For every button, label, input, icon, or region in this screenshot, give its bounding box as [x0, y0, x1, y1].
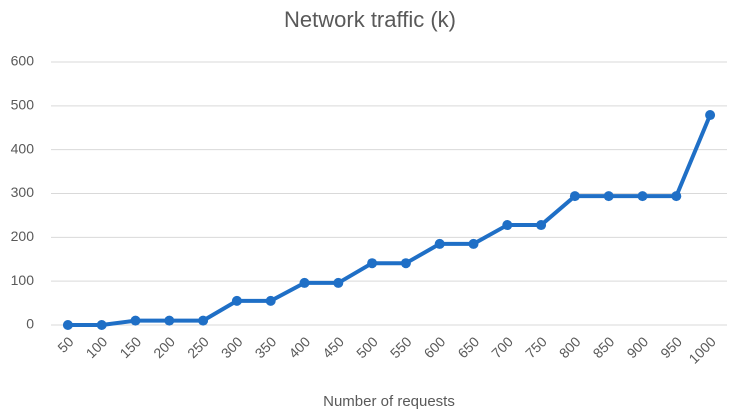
marker — [198, 315, 209, 326]
x-tick-label: 800 — [556, 333, 584, 361]
y-tick-label: 300 — [11, 184, 35, 200]
y-tick-label: 500 — [11, 97, 35, 113]
x-tick-label: 900 — [623, 333, 651, 361]
x-tick-label: 450 — [319, 333, 347, 361]
chart-title: Network traffic (k) — [284, 7, 456, 32]
marker — [164, 315, 175, 326]
marker — [502, 220, 513, 231]
y-tick-label: 600 — [11, 53, 35, 69]
marker — [637, 191, 648, 202]
marker — [603, 191, 614, 202]
marker — [400, 258, 411, 269]
x-tick-label: 550 — [387, 333, 415, 361]
marker — [671, 191, 682, 202]
y-tick-label: 200 — [11, 228, 35, 244]
x-tick-label: 350 — [252, 333, 280, 361]
marker — [569, 191, 580, 202]
marker — [96, 320, 107, 330]
x-tick-label: 750 — [522, 333, 550, 361]
marker — [231, 295, 242, 306]
marker — [705, 110, 716, 121]
y-tick-label: 400 — [11, 140, 35, 156]
x-tick-label: 150 — [116, 333, 144, 361]
x-tick-label: 1000 — [685, 333, 718, 366]
x-axis-title: Number of requests — [323, 393, 455, 410]
x-tick-label: 400 — [285, 333, 313, 361]
x-tick-label: 950 — [657, 333, 685, 361]
marker — [367, 258, 378, 269]
marker — [536, 220, 547, 231]
marker — [130, 315, 141, 326]
marker — [434, 238, 445, 249]
x-tick-label: 700 — [488, 333, 516, 361]
line — [67, 114, 712, 327]
marker — [265, 295, 276, 306]
x-tick-label: 100 — [83, 333, 111, 361]
x-tick-label: 50 — [54, 333, 76, 355]
x-tick-label: 600 — [421, 333, 449, 361]
marker — [468, 238, 479, 249]
x-tick-label: 500 — [353, 333, 381, 361]
marker — [62, 320, 73, 330]
x-tick-label: 650 — [454, 333, 482, 361]
x-tick-label: 300 — [218, 333, 246, 361]
y-tick-label: 0 — [26, 316, 34, 332]
marker — [299, 277, 310, 288]
marker — [333, 277, 344, 288]
x-tick-label: 250 — [184, 333, 212, 361]
y-tick-label: 100 — [11, 272, 35, 288]
x-tick-label: 200 — [150, 333, 178, 361]
x-tick-label: 850 — [590, 333, 618, 361]
